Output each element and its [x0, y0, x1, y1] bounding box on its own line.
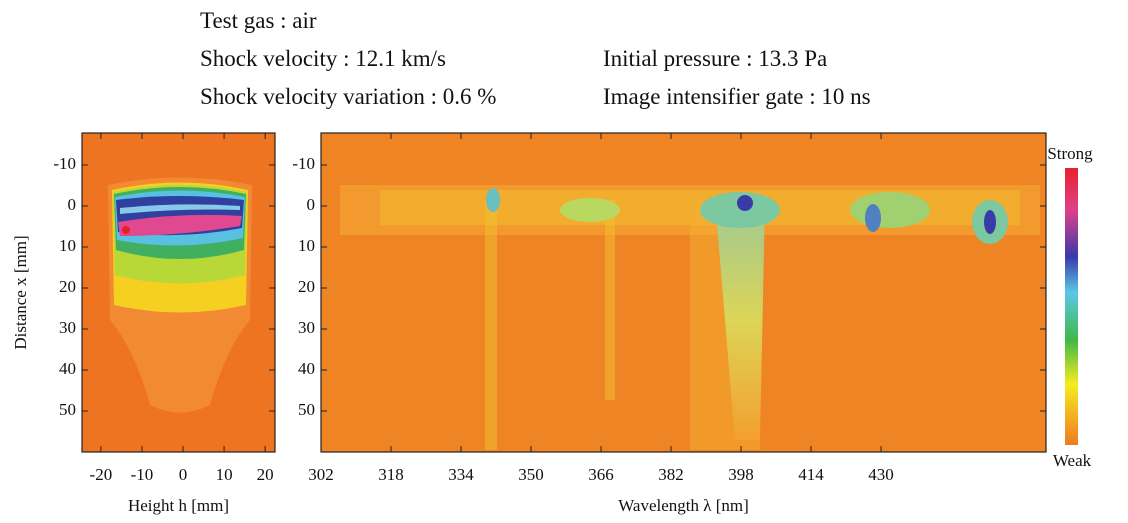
header-line: Initial pressure : 13.3 Pa	[603, 46, 827, 71]
right-image	[321, 133, 1046, 452]
x-tick-label: 414	[798, 465, 824, 484]
x-tick-label: 430	[868, 465, 894, 484]
y-tick-label: 10	[298, 236, 315, 255]
y-tick-label: 50	[298, 400, 315, 419]
y-tick-label: 50	[59, 400, 76, 419]
x-tick-label: 398	[728, 465, 754, 484]
header-line: Image intensifier gate : 10 ns	[603, 84, 871, 109]
x-axis-label: Height h [mm]	[128, 496, 229, 515]
header-line: Shock velocity : 12.1 km/s	[200, 46, 446, 71]
x-tick-label: -10	[131, 465, 154, 484]
colorbar-label: Strong	[1047, 144, 1093, 163]
y-tick-label: 20	[298, 277, 315, 296]
plot-frame	[320, 132, 1047, 453]
y-tick-label: 0	[307, 195, 316, 214]
y-tick-label: 0	[68, 195, 77, 214]
x-tick-label: 350	[518, 465, 544, 484]
x-tick-label: 10	[216, 465, 233, 484]
y-tick-label: 20	[59, 277, 76, 296]
y-axis-label: Distance x [mm]	[11, 235, 30, 349]
x-tick-label: 334	[448, 465, 474, 484]
colorbar	[1065, 168, 1078, 445]
y-tick-label: 30	[298, 318, 315, 337]
y-tick-label: -10	[53, 154, 76, 173]
colorbar-label: Weak	[1053, 451, 1092, 470]
left-image	[82, 133, 275, 452]
x-tick-label: -20	[90, 465, 113, 484]
y-tick-label: -10	[292, 154, 315, 173]
header-line: Shock velocity variation : 0.6 %	[200, 84, 496, 109]
x-axis-label: Wavelength λ [nm]	[618, 496, 749, 515]
x-tick-label: 318	[378, 465, 404, 484]
x-tick-label: 382	[658, 465, 684, 484]
y-tick-label: 30	[59, 318, 76, 337]
x-tick-label: 0	[179, 465, 188, 484]
y-tick-label: 40	[298, 359, 315, 378]
y-tick-label: 10	[59, 236, 76, 255]
plot-frame	[81, 132, 276, 453]
header-line: Test gas : air	[200, 8, 317, 33]
x-tick-label: 20	[257, 465, 274, 484]
x-tick-label: 302	[308, 465, 334, 484]
y-tick-label: 40	[59, 359, 76, 378]
x-tick-label: 366	[588, 465, 614, 484]
